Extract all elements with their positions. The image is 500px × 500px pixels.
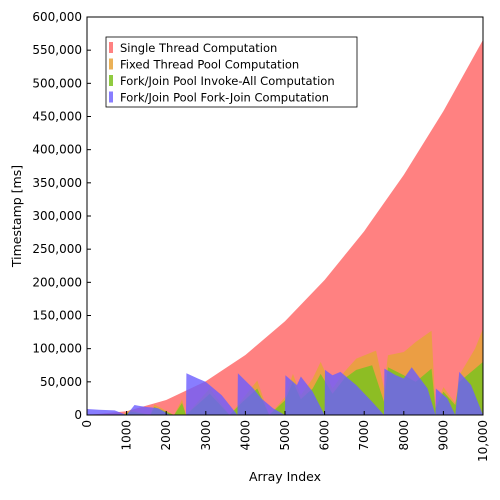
x-tick-label: 4000 [238,420,252,451]
legend-swatch-4 [109,91,113,103]
x-tick-label: 3000 [199,420,213,451]
legend-swatch-1 [109,42,113,53]
x-tick-label: 10,000 [476,420,490,462]
x-tick-label: 9000 [436,420,450,451]
y-tick-label: 450,000 [32,110,82,124]
y-axis: 0 50,000 100,000 150,000 200,000 250,000 300,0… [32,10,91,422]
legend-swatch-2 [109,58,113,70]
legend: Single Thread Computation Fixed Thread Po… [105,36,358,108]
x-tick-label: 5000 [278,420,292,451]
x-axis: 0 1000 2000 3000 4000 5000 6000 7000 8000 9000 10,… [80,411,490,462]
legend-swatch-3 [109,75,113,86]
y-tick-label: 250,000 [32,242,82,256]
y-tick-label: 600,000 [32,10,82,24]
series-layer [87,39,483,415]
legend-label-3: Fork/Join Pool Invoke-All Computation [120,74,335,88]
y-tick-label: 500,000 [32,76,82,90]
x-tick-label: 2000 [159,420,173,451]
y-tick-label: 550,000 [32,43,82,57]
x-tick-label: 1000 [120,420,134,451]
x-tick-label: 8000 [397,420,411,451]
y-tick-label: 200,000 [32,275,82,289]
y-tick-label: 100,000 [32,342,82,356]
x-tick-label: 7000 [357,420,371,451]
y-tick-label: 300,000 [32,209,82,223]
x-axis-title: Array Index [249,469,321,484]
series-area-2 [87,328,483,415]
series-area-1 [87,39,483,415]
y-tick-label: 150,000 [32,309,82,323]
series-area-3 [87,361,483,415]
x-tick-label: 6000 [318,420,332,451]
y-tick-label: 0 [74,408,82,422]
legend-label-1: Single Thread Computation [120,41,277,55]
y-tick-label: 400,000 [32,143,82,157]
legend-label-2: Fixed Thread Pool Computation [120,58,299,72]
x-tick-label: 0 [80,420,94,428]
legend-label-4: Fork/Join Pool Fork-Join Computation [120,91,329,105]
series-area-4 [87,367,483,415]
y-tick-label: 50,000 [40,375,82,389]
y-tick-label: 350,000 [32,176,82,190]
legend-box [105,36,358,108]
y-axis-title: Timestamp [ms] [9,165,24,268]
